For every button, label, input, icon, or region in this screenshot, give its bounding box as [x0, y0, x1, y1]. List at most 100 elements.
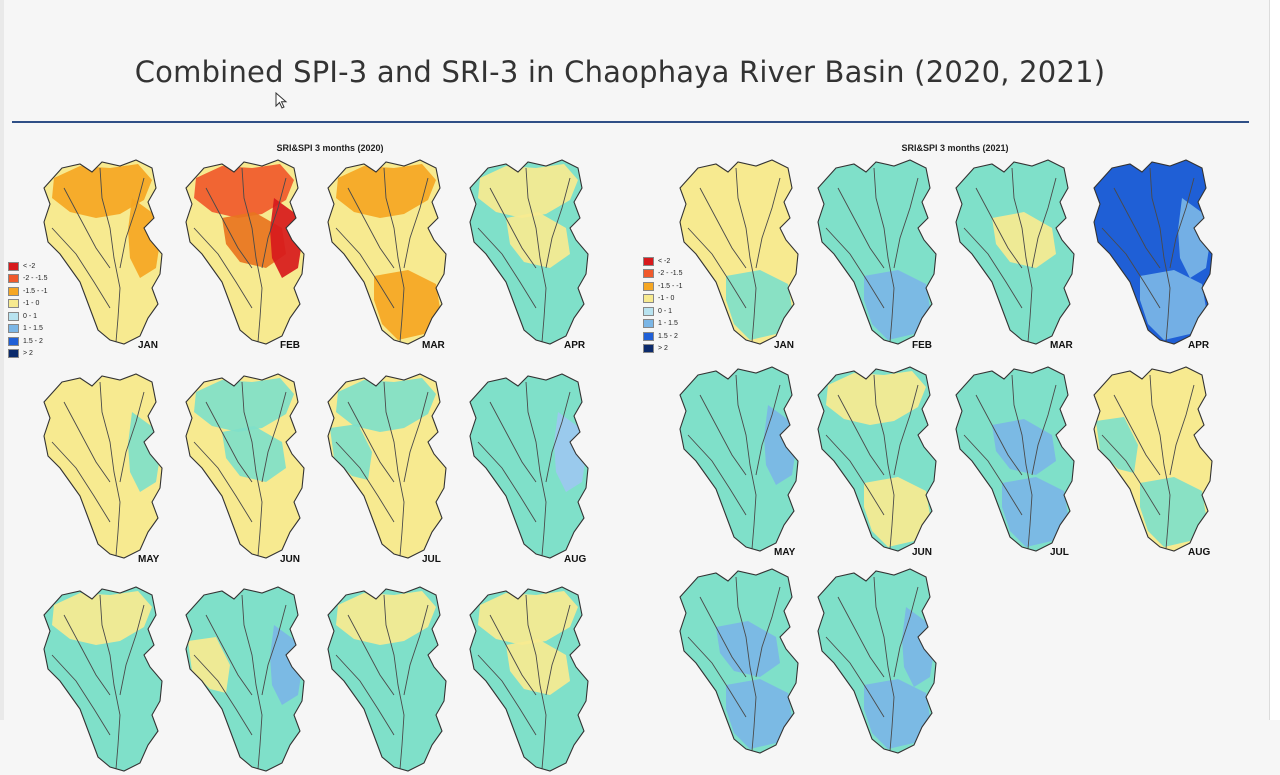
month-label: JUL	[422, 554, 441, 565]
river-line	[63, 614, 111, 696]
river-line	[1031, 384, 1057, 476]
river-line	[193, 441, 253, 523]
river-line	[837, 596, 885, 678]
legend-swatch	[8, 299, 19, 309]
index-zone	[1096, 417, 1138, 473]
river-line	[525, 167, 547, 343]
month-label: MAY	[774, 547, 796, 558]
legend-item: 1.5 - 2	[643, 330, 683, 343]
river-line	[347, 187, 395, 269]
index-zone	[330, 424, 372, 480]
river-line	[403, 177, 429, 269]
river-line	[403, 391, 429, 483]
river-line	[205, 401, 253, 483]
basin-map-svg	[327, 159, 447, 345]
river-line	[893, 586, 919, 678]
legend-2020: < -2 -2 - -1.5 -1.5 - -1 -1 - 0 0 - 1 1 - 1.5…	[8, 260, 48, 360]
river-line	[873, 374, 895, 550]
river-line	[687, 636, 747, 718]
mouse-cursor-icon	[275, 92, 288, 109]
index-zone	[1002, 477, 1068, 547]
month-label: AUG	[564, 554, 587, 565]
index-zone	[128, 412, 160, 492]
panel-title-2020: SRI&SPI 3 months (2020)	[276, 143, 384, 153]
river-line	[825, 227, 885, 309]
basin-map	[466, 372, 592, 562]
river-line	[735, 167, 757, 343]
river-line	[335, 441, 395, 523]
river-line	[261, 391, 287, 483]
basin-map	[814, 365, 940, 555]
basin-outline	[469, 373, 589, 559]
index-zone	[270, 625, 302, 705]
river-line	[477, 227, 537, 309]
legend-swatch	[8, 261, 19, 271]
basin-outline	[469, 159, 589, 345]
month-label: MAR	[1050, 340, 1073, 351]
basin-outline	[185, 159, 305, 345]
basin-outline	[679, 366, 799, 552]
basin-outline	[185, 373, 305, 559]
river-line	[63, 401, 111, 483]
index-zone	[128, 198, 160, 278]
basin-map	[814, 158, 940, 348]
month-label: FEB	[280, 340, 300, 351]
basin-map-svg	[1093, 159, 1213, 345]
basin-map	[676, 567, 802, 757]
legend-swatch	[8, 336, 19, 346]
legend-swatch	[643, 331, 654, 341]
legend-label: -2 - -1.5	[23, 275, 48, 283]
basin-map	[676, 158, 802, 348]
river-line	[755, 586, 781, 678]
basin-map	[814, 567, 940, 757]
legend-item: 0 - 1	[643, 305, 683, 318]
index-zone	[1140, 270, 1206, 340]
legend-label: -1 - 0	[23, 300, 40, 308]
basin-outline	[1093, 159, 1213, 345]
index-zone	[478, 164, 578, 218]
river-line	[1113, 394, 1161, 476]
index-zone	[194, 378, 294, 432]
index-zone	[336, 591, 436, 645]
window-left-edge	[0, 0, 4, 720]
slide-title: Combined SPI-3 and SRI-3 in Chaophaya Ri…	[134, 55, 1106, 89]
river-line	[687, 434, 747, 516]
river-line	[837, 187, 885, 269]
index-zone	[826, 371, 926, 425]
legend-swatch	[8, 311, 19, 321]
basin-outline	[1093, 366, 1213, 552]
month-label: JUN	[912, 547, 933, 558]
river-line	[893, 177, 919, 269]
legend-item: -1 - 0	[8, 298, 48, 311]
legend-swatch	[643, 281, 654, 291]
river-line	[699, 596, 747, 678]
river-line	[119, 177, 145, 269]
river-line	[261, 177, 287, 269]
river-line	[193, 227, 253, 309]
legend-item: < -2	[643, 255, 683, 268]
basin-map	[952, 158, 1078, 348]
river-line	[477, 441, 537, 523]
month-label: JAN	[138, 340, 159, 351]
legend-label: 1.5 - 2	[23, 337, 43, 345]
month-label: AUG	[1188, 547, 1211, 558]
river-line	[1101, 227, 1161, 309]
month-label: JUL	[1050, 547, 1069, 558]
index-zone	[726, 270, 792, 340]
river-line	[489, 614, 537, 696]
legend-item: > 2	[643, 343, 683, 356]
basin-map-svg	[679, 366, 799, 552]
legend-label: 1 - 1.5	[23, 325, 43, 333]
month-label: MAY	[138, 554, 160, 565]
legend-label: > 2	[23, 350, 33, 358]
river-line	[893, 384, 919, 476]
river-line	[963, 434, 1023, 516]
index-zone	[764, 405, 796, 485]
legend-item: -2 - -1.5	[8, 273, 48, 286]
basin-map-svg	[43, 159, 163, 345]
legend-2021: < -2 -2 - -1.5 -1.5 - -1 -1 - 0 0 - 1 1 - 1.5…	[643, 255, 683, 355]
river-line	[51, 441, 111, 523]
river-line	[837, 394, 885, 476]
basin-map	[466, 158, 592, 348]
month-label: FEB	[912, 340, 932, 351]
